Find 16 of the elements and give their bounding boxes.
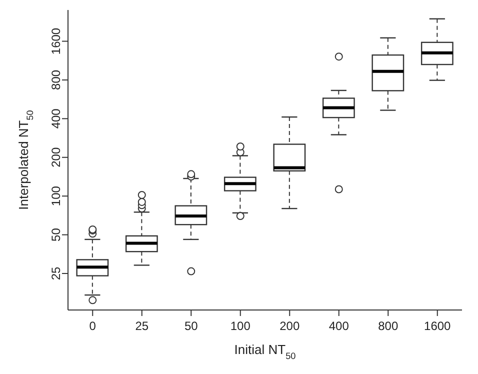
x-tick-label: 100	[230, 319, 251, 333]
y-tick-label: 1600	[49, 28, 63, 55]
y-tick-label: 100	[49, 186, 63, 206]
x-tick-label: 400	[328, 319, 350, 333]
x-tick-label: 200	[280, 319, 300, 333]
y-tick-label: 800	[49, 70, 63, 90]
y-tick-label: 200	[49, 147, 63, 168]
x-tick-label: 25	[135, 319, 149, 333]
x-tick-label: 1600	[424, 319, 452, 333]
y-tick-label: 25	[49, 266, 63, 280]
x-axis-title: Initial NT$_{50}$	[234, 342, 296, 361]
y-tick-label: 50	[49, 228, 63, 242]
y-tick-label: 400	[49, 108, 63, 129]
x-tick-label: 0	[89, 319, 96, 333]
x-tick-label: 800	[378, 319, 398, 333]
x-tick-label: 50	[184, 319, 198, 333]
